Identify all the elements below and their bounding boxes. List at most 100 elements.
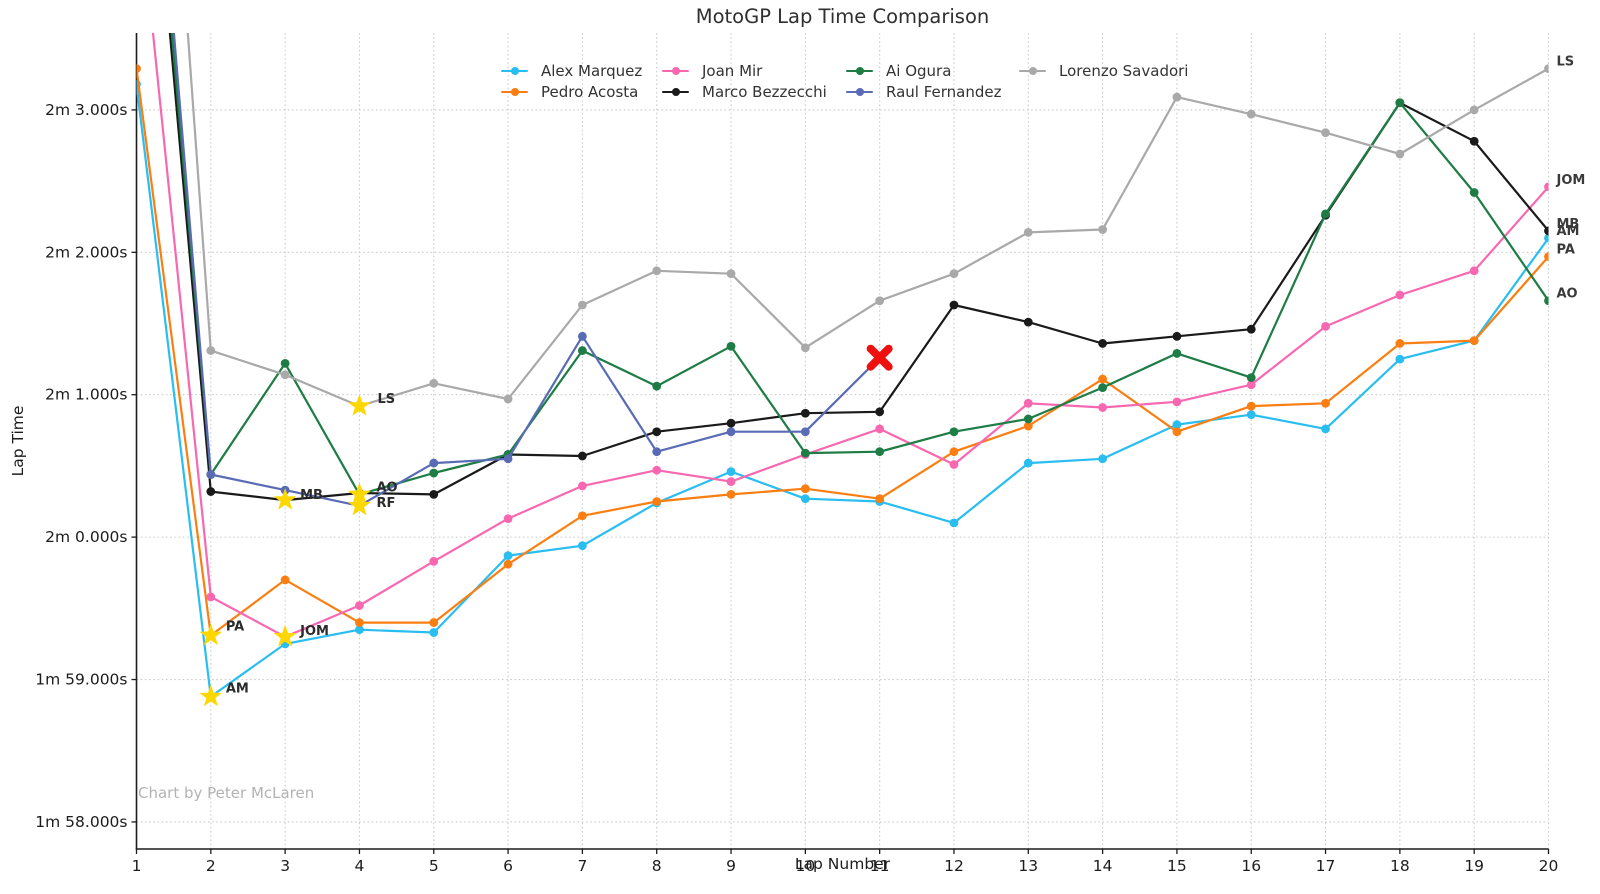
data-point-LS-lap-19 [1469,105,1479,115]
data-point-JOM-lap-4 [355,601,364,610]
data-point-AO-lap-8 [652,381,662,391]
x-tick-label: 13 [1018,857,1038,875]
data-point-JOM-lap-15 [1172,397,1182,407]
legend-label: Ai Ogura [886,61,952,80]
data-point-AO-lap-15 [1172,349,1182,358]
data-point-PA-lap-5 [429,618,439,627]
y-tick-label: 2m 1.000s [45,386,127,404]
data-point-JOM-lap-17 [1321,321,1330,331]
x-tick-label: 16 [1241,857,1261,875]
series-alex-marquez [136,79,1549,702]
data-point-MB-lap-7 [577,451,587,461]
data-point-PA-lap-15 [1172,427,1182,437]
data-point-JOM-lap-13 [1023,398,1033,408]
data-point-JOM-lap-5 [429,556,439,566]
legend-dot-icon [1028,66,1037,75]
data-point-PA-lap-18 [1395,339,1405,348]
data-point-LS-lap-17 [1321,128,1330,138]
data-point-LS-lap-9 [726,269,736,279]
data-point-AO-lap-13 [1023,414,1033,424]
data-point-PA-lap-17 [1321,398,1330,408]
data-point-PA-lap-16 [1246,401,1256,411]
legend-dot-icon [510,66,519,75]
data-point-AO-lap-9 [726,341,736,351]
data-point-AO-lap-18 [1395,98,1405,108]
data-point-AM-lap-4 [355,625,364,635]
x-tick-label: 20 [1539,857,1559,875]
legend-label: Pedro Acosta [541,82,639,101]
end-label-JOM: JOM [1556,173,1586,188]
data-point-JOM-lap-16 [1246,380,1256,390]
legend-label: Raul Fernandez [886,82,1002,101]
data-point-AO-lap-10 [800,448,810,458]
watermark-credit: Chart by Peter McLaren [138,784,315,802]
data-point-PA-lap-12 [949,447,959,457]
x-tick-label: 19 [1464,857,1484,875]
legend-swatch-AM [501,60,528,81]
legend-swatch-MB [662,81,689,102]
data-point-AM-lap-12 [949,518,959,528]
data-point-AM-lap-14 [1098,454,1108,464]
data-point-LS-lap-12 [949,269,959,279]
data-point-MB-lap-11 [875,407,885,417]
data-point-MB-lap-15 [1172,331,1182,341]
series-line-PA [136,68,1549,637]
legend-item-joan-mir: Joan Mir [662,60,827,81]
series-line-AO [170,33,1549,496]
data-point-MB-lap-2 [206,487,216,496]
x-tick-label: 1 [132,857,142,875]
series-joan-mir [151,33,1549,642]
data-point-LS-lap-16 [1246,109,1256,119]
crash-x-marker [866,344,893,371]
data-point-LS-lap-18 [1395,149,1405,159]
legend-item-raul-fernandez: Raul Fernandez [846,81,1002,102]
legend-column: Lorenzo Savadori [1019,60,1188,81]
data-point-AO-lap-19 [1469,188,1479,197]
fastest-lap-star-MB [273,488,297,510]
y-tick-label: 1m 59.000s [35,671,127,689]
data-point-LS-lap-15 [1172,92,1182,102]
data-point-AO-lap-16 [1246,373,1256,383]
legend-item-lorenzo-savadori: Lorenzo Savadori [1019,60,1188,81]
y-tick-label: 2m 2.000s [45,243,127,261]
data-point-RF-lap-9 [726,427,736,437]
legend-label: Lorenzo Savadori [1059,61,1189,80]
data-point-RF-lap-2 [206,470,216,479]
legend-item-ai-ogura: Ai Ogura [846,60,1002,81]
data-point-RF-lap-8 [652,447,662,457]
y-tick-label: 1m 58.000s [35,813,127,831]
data-point-JOM-lap-8 [652,465,662,475]
x-tick-label: 5 [429,857,439,875]
series-line-JOM [151,33,1549,638]
legend-item-pedro-acosta: Pedro Acosta [501,81,642,102]
fastest-lap-star-LS [348,394,371,416]
data-point-MB-lap-12 [949,300,959,310]
x-tick-label: 17 [1316,857,1336,875]
fastest-lap-label-MB: MB [300,488,323,503]
legend-item-marco-bezzecchi: Marco Bezzecchi [662,81,827,102]
data-point-PA-lap-3 [280,575,290,585]
data-point-AO-lap-11 [875,447,885,457]
data-point-JOM-lap-19 [1469,266,1479,276]
data-point-JOM-lap-6 [503,514,513,524]
y-axis-label: Lap Time [9,405,27,477]
end-label-MB: MB [1557,217,1580,232]
data-point-JOM-lap-7 [577,481,587,491]
data-point-MB-lap-10 [800,408,810,418]
series-line-AM [136,84,1549,698]
end-label-LS: LS [1557,55,1575,70]
x-tick-label: 18 [1390,857,1410,875]
x-tick-label: 6 [503,857,513,875]
fastest-lap-label-PA: PA [226,619,244,634]
data-point-PA-lap-1 [136,64,141,74]
data-point-JOM-lap-11 [875,424,885,434]
data-point-MB-lap-19 [1469,136,1479,146]
x-tick-label: 12 [944,857,964,875]
data-point-JOM-lap-14 [1098,403,1108,412]
data-point-LS-lap-8 [652,266,662,276]
x-tick-label: 9 [726,857,736,875]
